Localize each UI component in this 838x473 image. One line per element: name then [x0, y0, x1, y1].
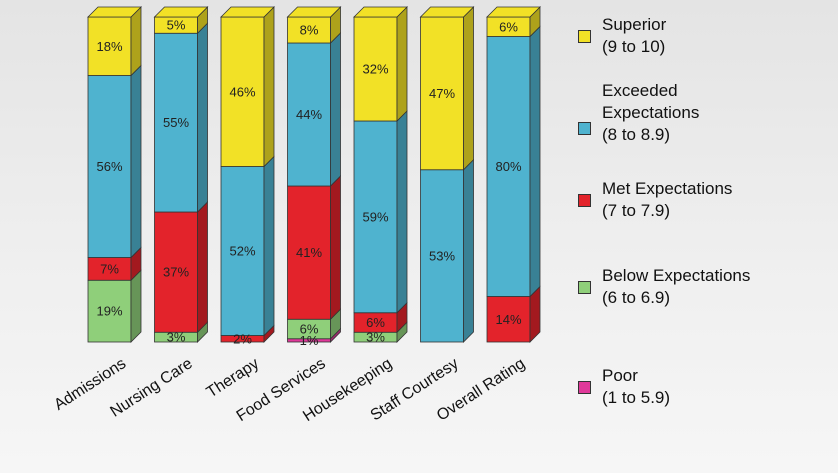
legend-label-poor: Poor (1 to 5.9) [602, 366, 671, 407]
bar-top-admissions [87, 6, 142, 18]
value-label-food-services-exceeded-expectations: 44% [296, 107, 322, 122]
value-label-food-services-poor: 1% [300, 333, 319, 348]
value-label-housekeeping-exceeded-expectations: 59% [362, 209, 388, 224]
legend-item-superior: Superior (9 to 10) [578, 14, 666, 58]
bar-side-therapy-superior [263, 6, 275, 168]
category-label-therapy: Therapy [204, 355, 262, 401]
bar-side-overall-rating-exceeded-expectations [529, 25, 541, 298]
bar-top-nursing-care [153, 6, 209, 18]
bar-top-food-services [286, 6, 342, 18]
legend-swatch-superior [578, 30, 591, 43]
value-label-housekeeping-below-expectations: 3% [366, 330, 385, 345]
bar-staff-courtesy-exceeded-expectations [420, 169, 464, 343]
bar-food-services-superior [287, 16, 331, 44]
bar-top-staff-courtesy [419, 6, 475, 18]
value-label-staff-courtesy-superior: 47% [429, 86, 455, 101]
bar-side-therapy-exceeded-expectations [263, 155, 275, 337]
bar-side-staff-courtesy-exceeded-expectations [463, 158, 474, 343]
legend-swatch-exceeded [578, 122, 591, 135]
bar-top-therapy [220, 6, 275, 18]
bar-top-housekeeping [353, 6, 408, 18]
value-label-food-services-met-expectations: 41% [296, 245, 322, 260]
legend-swatch-met [578, 194, 591, 207]
bar-side-housekeeping-superior [396, 6, 408, 122]
bar-side-nursing-care-exceeded-expectations [197, 22, 208, 213]
bar-top-overall-rating [486, 6, 541, 18]
value-label-overall-rating-met-expectations: 14% [495, 312, 521, 327]
legend-item-below: Below Expectations (6 to 6.9) [578, 265, 750, 309]
bar-side-food-services-met-expectations [330, 175, 341, 321]
bar-side-staff-courtesy-superior [463, 6, 474, 171]
bar-housekeeping-exceeded-expectations [353, 120, 398, 314]
bar-side-admissions-below-expectations [130, 269, 142, 343]
value-label-overall-rating-superior: 6% [499, 19, 518, 34]
bar-staff-courtesy-superior [420, 16, 464, 171]
value-label-admissions-exceeded-expectations: 56% [96, 159, 122, 174]
bar-side-housekeeping-exceeded-expectations [396, 110, 408, 314]
value-label-housekeeping-met-expectations: 6% [366, 315, 385, 330]
value-label-food-services-superior: 8% [300, 23, 319, 38]
legend-item-poor: Poor (1 to 5.9) [578, 365, 670, 409]
bar-food-services-met-expectations [287, 185, 331, 320]
bar-therapy-superior [220, 16, 265, 167]
bar-side-nursing-care-met-expectations [197, 201, 208, 334]
value-label-therapy-superior: 46% [229, 84, 255, 99]
value-label-food-services-below-expectations: 6% [300, 322, 319, 337]
bar-admissions-superior [87, 16, 132, 76]
legend-label-met: Met Expectations (7 to 7.9) [602, 179, 733, 220]
value-label-therapy-met-expectations: 2% [233, 331, 252, 346]
value-label-nursing-care-exceeded-expectations: 55% [163, 115, 189, 130]
legend-label-below: Below Expectations (6 to 6.9) [602, 266, 751, 307]
bar-housekeeping-superior [353, 16, 398, 122]
bar-overall-rating-exceeded-expectations [486, 36, 531, 297]
legend-item-met: Met Expectations (7 to 7.9) [578, 178, 732, 222]
bar-therapy-exceeded-expectations [220, 166, 265, 336]
bar-side-admissions-exceeded-expectations [130, 64, 142, 259]
value-label-overall-rating-exceeded-expectations: 80% [495, 159, 521, 174]
value-label-nursing-care-superior: 5% [167, 18, 186, 33]
legend-swatch-below [578, 281, 591, 294]
bar-side-admissions-superior [130, 6, 142, 77]
bar-admissions-below-expectations [87, 279, 132, 343]
value-label-therapy-exceeded-expectations: 52% [229, 244, 255, 259]
bar-side-food-services-exceeded-expectations [330, 32, 341, 187]
legend-swatch-poor [578, 381, 591, 394]
legend-label-exceeded: Exceeded Expectations (8 to 8.9) [602, 81, 700, 144]
legend-label-superior: Superior (9 to 10) [602, 15, 667, 56]
value-label-admissions-met-expectations: 7% [100, 261, 119, 276]
value-label-nursing-care-met-expectations: 37% [163, 265, 189, 280]
legend-item-exceeded: Exceeded Expectations (8 to 8.9) [578, 80, 699, 146]
value-label-housekeeping-superior: 32% [362, 62, 388, 77]
value-label-admissions-below-expectations: 19% [96, 304, 122, 319]
value-label-nursing-care-below-expectations: 3% [167, 330, 186, 345]
value-label-admissions-superior: 18% [96, 39, 122, 54]
value-label-staff-courtesy-exceeded-expectations: 53% [429, 248, 455, 263]
